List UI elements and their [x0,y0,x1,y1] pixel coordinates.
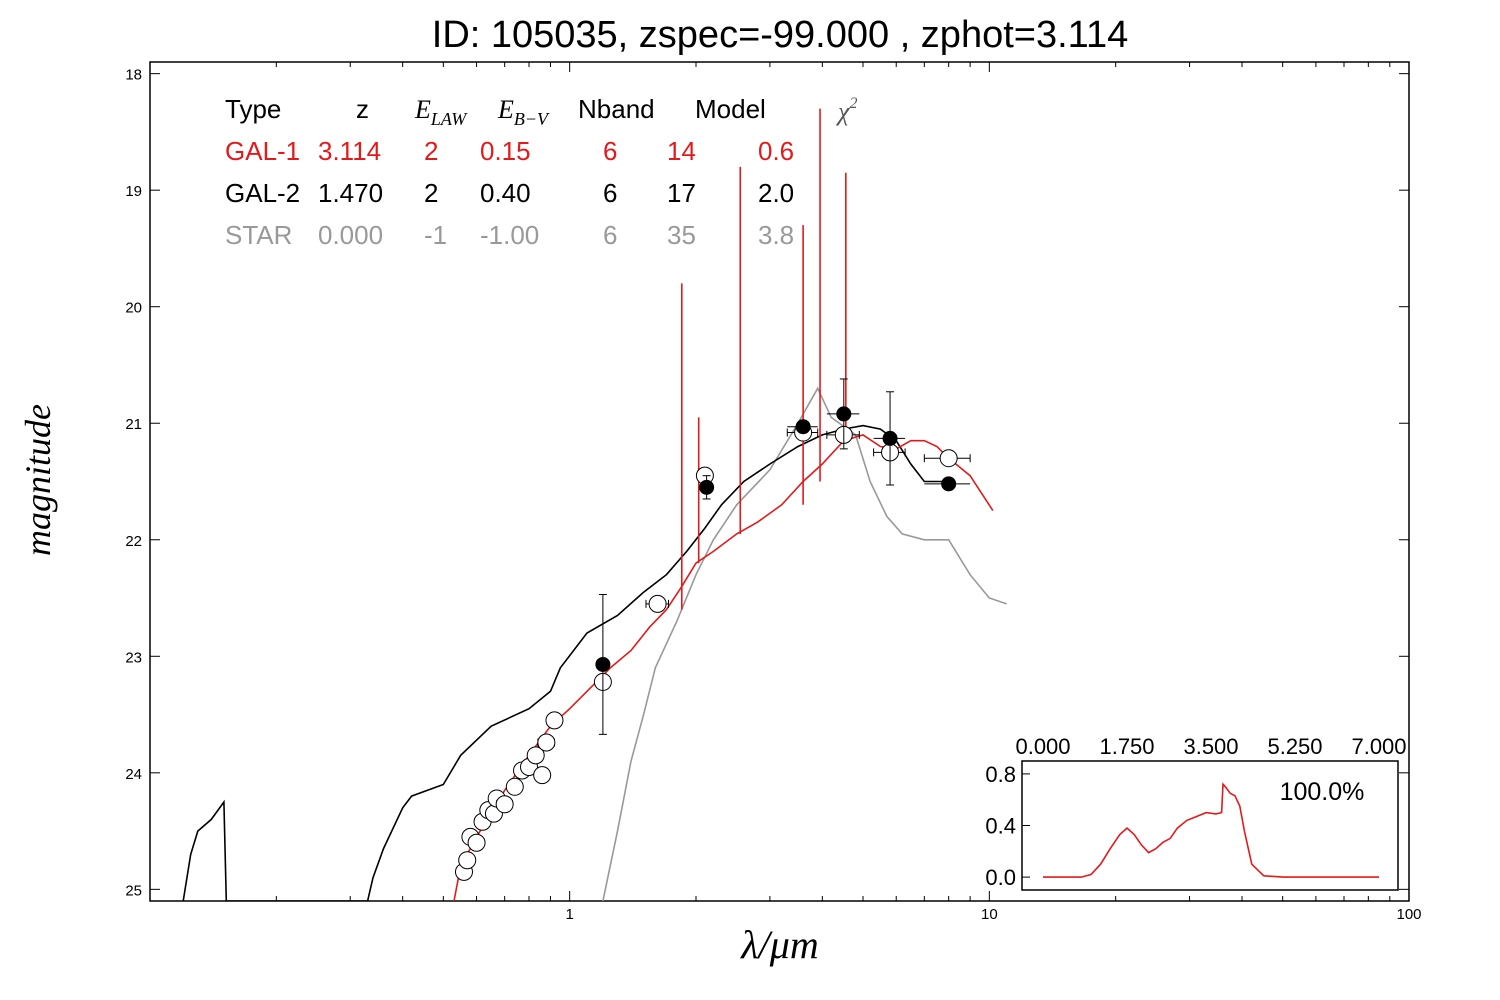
header-ebv: EB−V [497,95,550,129]
series-line-gal-2 [182,424,949,901]
y-axis-label: magnitude [18,404,58,556]
header-z: z [356,94,369,124]
model-point [526,746,545,765]
pdz-x-tick-label: 7.000 [1351,734,1406,759]
table-cell: 6 [603,220,617,250]
table-cell: 3.8 [758,220,794,250]
pdz-x-tick-label: 5.250 [1267,734,1322,759]
model-point [495,795,514,814]
table-cell: 17 [667,178,696,208]
x-tick-label: 100 [1396,906,1421,923]
table-cell: 0.6 [758,136,794,166]
pdz-inset-frame [1021,760,1399,891]
header-elaw: ELAW [414,95,468,129]
summary-table: Type z ELAW EB−V Nband Model χ2 GAL-1 3.1… [225,94,857,250]
pdz-curve [1043,782,1379,878]
header-type: Type [225,94,281,124]
model-point [939,449,958,468]
table-cell: -1 [424,220,447,250]
header-model: Model [695,94,766,124]
x-tick-label: 1 [565,906,573,923]
pdz-x-tick-label: 0.000 [1015,734,1070,759]
model-point [467,833,486,852]
table-cell: 6 [603,178,617,208]
x-tick-label: 10 [981,906,998,923]
main-plot [182,108,1007,901]
series-line-star [602,386,1007,901]
observed-point [882,430,898,446]
y-tick-label: 20 [125,300,142,317]
table-cell: GAL-1 [225,136,300,166]
table-cell: 0.40 [480,178,531,208]
model-point [458,851,477,870]
observed-point [836,406,852,422]
observed-point [795,419,811,435]
pdz-y-tick-label: 0.4 [985,814,1016,839]
table-cell: 35 [667,220,696,250]
table-cell: 0.15 [480,136,531,166]
pdz-y-tick-label: 0.8 [985,762,1016,787]
series-line-gal-1 [453,434,994,901]
pdz-inset: 0.000 1.750 3.500 5.250 7.000 0.0 0.4 0.8 [985,734,1406,890]
plot-frame [149,61,1410,902]
model-point [505,777,524,796]
model-point [533,766,552,785]
header-nband: Nband [578,94,655,124]
table-cell: STAR [225,220,292,250]
y-tick-label: 21 [125,416,142,433]
table-cell: GAL-2 [225,178,300,208]
header-chi2: χ2 [835,95,857,126]
table-cell: 6 [603,136,617,166]
y-tick-label: 18 [125,67,142,84]
table-cell: 2 [424,178,438,208]
table-cell: 3.114 [318,136,381,166]
table-cell: 2.0 [758,178,794,208]
y-tick-label: 22 [125,533,142,550]
pdz-x-tick-label: 1.750 [1099,734,1154,759]
y-tick-label: 19 [125,183,142,200]
table-cell: 1.470 [318,178,383,208]
pdz-x-tick-label: 3.500 [1183,734,1238,759]
observed-point [595,656,611,672]
model-point [537,733,556,752]
pdz-percentage: 100.0% [1280,778,1365,806]
y-tick-label: 23 [125,649,142,666]
pdz-y-tick-label: 0.0 [985,865,1016,890]
table-cell: -1.00 [480,220,539,250]
table-cell: 14 [667,136,696,166]
x-axis-label: λ/μm [740,922,818,967]
observed-point [941,476,957,492]
table-cell: 0.000 [318,220,383,250]
model-point [648,594,667,613]
table-cell: 2 [424,136,438,166]
y-tick-label: 25 [125,882,142,899]
model-point [545,711,564,730]
chart-title: ID: 105035, zspec=-99.000 , zphot=3.114 [431,14,1129,56]
y-tick-label: 24 [125,766,142,783]
observed-point [699,479,715,495]
